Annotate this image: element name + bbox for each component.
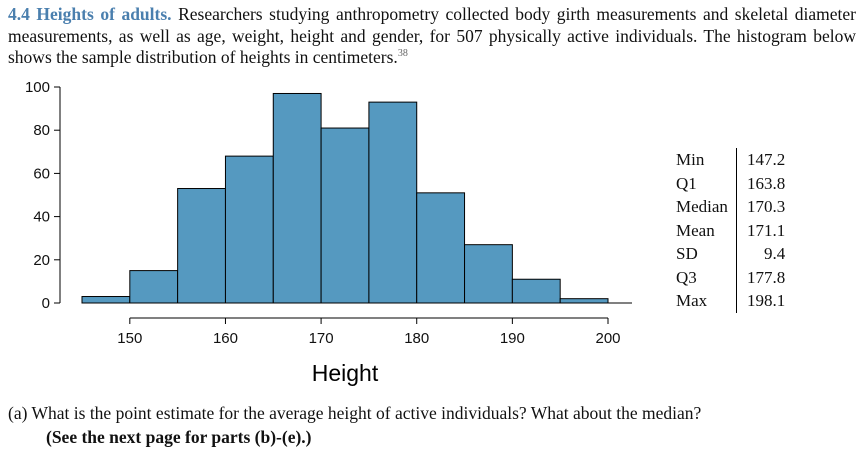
x-tick-label: 150 — [117, 330, 142, 347]
y-tick-label: 60 — [33, 165, 50, 182]
question-a: (a) What is the point estimate for the a… — [8, 401, 856, 449]
histogram-bar — [464, 244, 513, 304]
stat-label: Q1 — [672, 171, 737, 195]
stat-value: 198.1 — [746, 291, 786, 310]
histogram-bar — [416, 192, 466, 304]
footnote-marker: 38 — [397, 48, 408, 60]
stats-row: Min 147.2 — [672, 148, 789, 172]
stat-label: Q3 — [672, 265, 737, 289]
x-axis: 150 160 170 180 190 200 — [117, 317, 621, 347]
histogram-bar — [368, 101, 418, 304]
exercise-title: Heights of adults. — [36, 4, 172, 24]
stat-value: 163.8 — [746, 173, 786, 193]
histogram-bar — [272, 92, 322, 304]
histogram-bar — [129, 270, 179, 304]
stat-value: 171.1 — [746, 220, 786, 240]
question-text: What is the point estimate for the avera… — [31, 403, 702, 423]
y-tick-label: 0 — [42, 295, 50, 312]
histogram-bar — [81, 296, 131, 304]
x-tick-label: 160 — [213, 330, 238, 347]
x-axis-label: Height — [312, 360, 379, 386]
histogram-bar — [177, 188, 226, 304]
stat-label: SD — [672, 242, 737, 266]
stat-value: 9.4 — [763, 244, 786, 263]
exercise-text: Researchers studying anthropometry colle… — [8, 4, 857, 67]
stat-label: Max — [672, 289, 737, 313]
histogram-bar — [511, 278, 561, 304]
stat-value: 177.8 — [746, 267, 786, 287]
exercise-intro: 4.4 Heights of adults. Researchers study… — [8, 4, 856, 69]
histogram-bars — [81, 92, 632, 304]
summary-statistics-table: Min 147.2 Q1 163.8 Median 170.3 Mean 171.1 SD 9.4… — [672, 148, 789, 313]
stat-value: 170.3 — [746, 197, 786, 216]
y-tick-label: 40 — [33, 209, 50, 226]
histogram-bar — [559, 298, 609, 304]
exercise-number: 4.4 — [8, 4, 30, 24]
stats-row: SD 9.4 — [672, 242, 789, 266]
stats-row: Q1 163.8 — [672, 171, 789, 195]
stats-row: Median 170.3 — [672, 195, 789, 219]
x-tick-label: 200 — [595, 330, 620, 347]
question-note: (See the next page for parts (b)-(e).) — [46, 427, 312, 447]
stat-value: 147.2 — [746, 150, 786, 169]
stats-row: Q3 177.8 — [672, 265, 789, 289]
histogram-bar — [320, 127, 370, 304]
y-axis: 0 20 40 60 80 100 — [25, 79, 61, 312]
stats-row: Max 198.1 — [672, 289, 789, 313]
histogram-bar — [224, 155, 274, 304]
stat-label: Median — [672, 195, 737, 219]
x-tick-label: 180 — [404, 330, 429, 347]
height-histogram: 0 20 40 60 80 100 150 160 170 180 190 200 Height — [25, 79, 632, 386]
stat-label: Min — [672, 148, 737, 172]
question-label: (a) — [8, 403, 28, 423]
y-tick-label: 80 — [33, 122, 50, 139]
x-tick-label: 170 — [309, 330, 334, 347]
x-tick-label: 190 — [500, 330, 525, 347]
stat-label: Mean — [672, 218, 737, 242]
y-tick-label: 100 — [25, 79, 50, 96]
stats-row: Mean 171.1 — [672, 218, 789, 242]
y-tick-label: 20 — [33, 252, 50, 269]
